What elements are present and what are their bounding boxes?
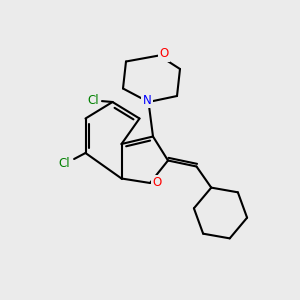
Text: Cl: Cl	[59, 157, 70, 170]
Text: N: N	[142, 94, 152, 107]
Text: O: O	[160, 47, 169, 61]
Text: Cl: Cl	[87, 94, 99, 107]
Text: O: O	[152, 176, 161, 190]
